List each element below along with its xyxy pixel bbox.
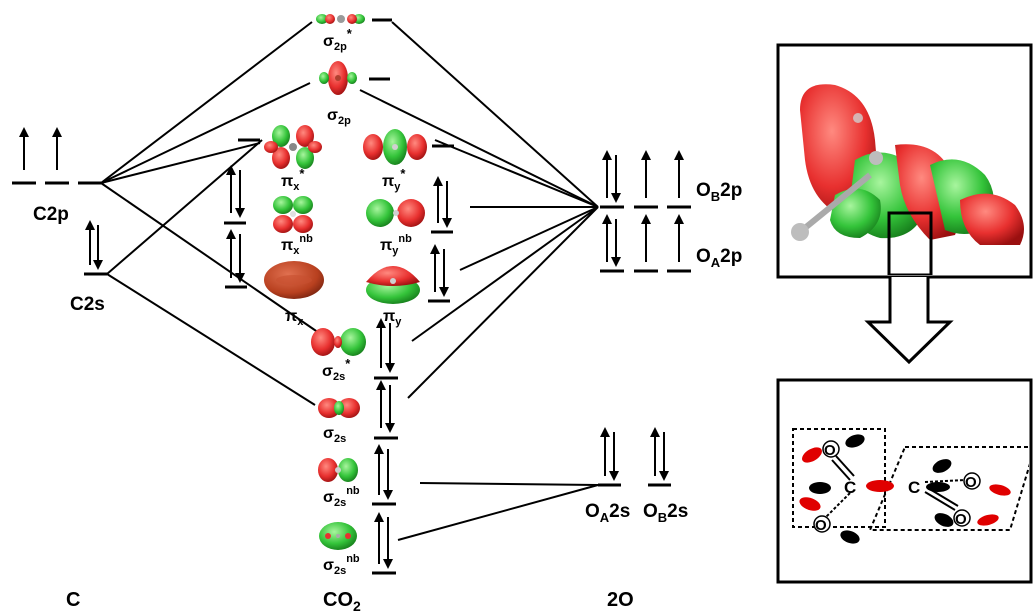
schematic-o-atom: O [824,442,836,459]
schematic-o-atom: O [965,474,977,491]
c2s-label: C2s [70,294,105,315]
pix-label: πx [285,308,304,328]
sigma2s-orbital-image [318,398,360,418]
piy-label: πy [383,308,402,328]
schematic-o-atom: O [815,517,827,534]
sigma2p-orbital-image [319,61,357,95]
piy-orbital-image [366,266,420,304]
schematic-c-atom: C [908,478,920,497]
oa2s-label: OA2s [585,501,630,525]
correlation-lines [100,21,599,541]
schematic-inset: O O O O C C [776,378,1033,584]
pix-orbital-image [264,261,324,299]
co2-column-label: CO2 [323,589,361,612]
pix-star-label: πx* [281,166,305,193]
sigma2s-star-orbital-image [311,328,366,356]
piy-star-label: πy* [382,166,406,193]
sigma2s-nb-b-orbital-image [319,522,357,550]
sigma2p-star-label: σ2p* [323,26,353,53]
sigma2s-nb-a-label: σ2snb [323,485,360,509]
zoom-down-arrow [864,277,954,365]
ob2p-label: OB2p [696,180,742,204]
ob2s-label: OB2s [643,501,688,525]
pix-nb-orbital-image [273,196,313,233]
pix-nb-label: πxnb [281,233,313,257]
energy-levels [12,18,691,575]
piy-star-orbital-image [363,129,427,165]
carbon-column-label: C [66,589,80,611]
isosurface-inset [776,43,1033,279]
sigma2s-label: σ2s [323,425,346,445]
piy-nb-orbital-image [366,199,425,227]
sigma2s-nb-a-orbital-image [318,458,358,482]
sigma2s-star-label: σ2s* [322,356,351,383]
schematic-c-atom: C [844,478,856,497]
c2p-label: C2p [33,204,69,225]
schematic-o-atom: O [955,511,967,528]
piy-nb-label: πynb [380,233,412,257]
oa2p-label: OA2p [696,246,742,270]
pix-star-orbital-image [264,125,322,169]
sigma2s-nb-b-label: σ2snb [323,553,360,577]
electron-arrows [19,127,684,569]
orbital-images [264,14,427,550]
sigma2p-star-orbital-image [316,14,365,24]
oxygen-column-label: 2O [607,589,634,611]
sigma2p-label: σ2p [327,107,351,127]
